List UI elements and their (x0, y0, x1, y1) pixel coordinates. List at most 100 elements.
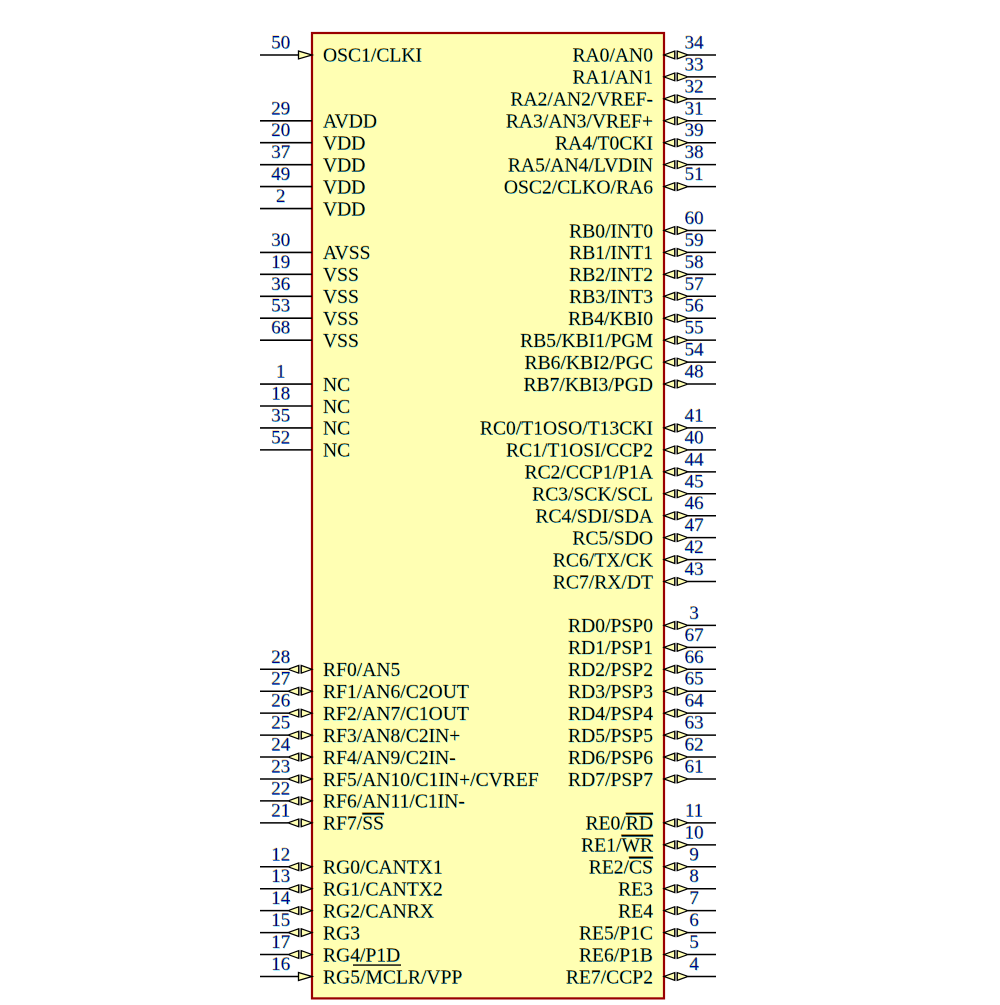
svg-text:29: 29 (271, 98, 290, 119)
svg-text:40: 40 (685, 427, 704, 448)
svg-text:14: 14 (271, 888, 291, 909)
svg-text:OSC2/CLKO/RA6: OSC2/CLKO/RA6 (504, 177, 653, 198)
svg-text:VDD: VDD (323, 199, 365, 220)
svg-text:RA2/AN2/VREF-: RA2/AN2/VREF- (510, 90, 653, 111)
svg-text:66: 66 (685, 647, 704, 668)
svg-text:NC: NC (323, 397, 350, 418)
svg-text:AVSS: AVSS (323, 243, 371, 264)
svg-text:RA1/AN1: RA1/AN1 (572, 68, 653, 89)
svg-text:RG4/P1D: RG4/P1D (323, 945, 400, 966)
svg-text:RC1/T1OSI/CCP2: RC1/T1OSI/CCP2 (506, 441, 653, 462)
svg-text:NC: NC (323, 419, 350, 440)
svg-text:51: 51 (685, 164, 704, 185)
svg-text:65: 65 (685, 669, 704, 690)
svg-text:37: 37 (271, 142, 290, 163)
svg-text:53: 53 (271, 296, 290, 317)
svg-text:RG2/CANRX: RG2/CANRX (323, 901, 434, 922)
svg-text:RA5/AN4/LVDIN: RA5/AN4/LVDIN (508, 155, 653, 176)
svg-text:61: 61 (685, 756, 704, 777)
svg-text:22: 22 (271, 778, 290, 799)
svg-text:67: 67 (685, 625, 704, 646)
svg-text:RC2/CCP1/P1A: RC2/CCP1/P1A (525, 463, 654, 484)
svg-text:RE3: RE3 (618, 879, 653, 900)
svg-text:52: 52 (271, 427, 290, 448)
svg-text:RB2/INT2: RB2/INT2 (569, 265, 653, 286)
svg-text:RC3/SCK/SCL: RC3/SCK/SCL (532, 485, 653, 506)
svg-text:OSC1/CLKI: OSC1/CLKI (323, 46, 422, 67)
svg-text:6: 6 (689, 910, 699, 931)
svg-text:AVDD: AVDD (323, 112, 377, 133)
svg-text:63: 63 (685, 713, 704, 734)
svg-text:31: 31 (685, 98, 704, 119)
svg-text:39: 39 (685, 120, 704, 141)
svg-text:VSS: VSS (323, 331, 359, 352)
svg-text:57: 57 (685, 274, 704, 295)
svg-text:26: 26 (271, 691, 290, 712)
svg-text:13: 13 (271, 866, 290, 887)
svg-text:24: 24 (271, 735, 291, 756)
svg-text:41: 41 (685, 405, 704, 426)
svg-text:VSS: VSS (323, 309, 359, 330)
svg-text:28: 28 (271, 647, 290, 668)
svg-text:50: 50 (271, 32, 290, 53)
svg-text:16: 16 (271, 954, 290, 975)
svg-text:68: 68 (271, 318, 290, 339)
svg-text:RF7/SS: RF7/SS (323, 814, 384, 835)
svg-text:19: 19 (271, 252, 290, 273)
svg-text:RC7/RX/DT: RC7/RX/DT (553, 572, 653, 593)
svg-text:NC: NC (323, 375, 350, 396)
svg-text:17: 17 (271, 932, 290, 953)
svg-text:RD5/PSP5: RD5/PSP5 (568, 726, 653, 747)
svg-text:18: 18 (271, 383, 290, 404)
svg-text:49: 49 (271, 164, 290, 185)
svg-text:59: 59 (685, 230, 704, 251)
svg-text:60: 60 (685, 208, 704, 229)
svg-text:RE7/CCP2: RE7/CCP2 (566, 967, 653, 988)
svg-text:RG0/CANTX1: RG0/CANTX1 (323, 858, 443, 879)
svg-text:VDD: VDD (323, 134, 365, 155)
svg-text:10: 10 (685, 822, 704, 843)
svg-text:RD4/PSP4: RD4/PSP4 (568, 704, 653, 725)
svg-text:RF1/AN6/C2OUT: RF1/AN6/C2OUT (323, 682, 469, 703)
svg-text:35: 35 (271, 405, 290, 426)
svg-text:RD6/PSP6: RD6/PSP6 (568, 748, 653, 769)
svg-text:RB3/INT3: RB3/INT3 (569, 287, 653, 308)
svg-text:RG1/CANTX2: RG1/CANTX2 (323, 879, 443, 900)
svg-text:RF5/AN10/C1IN+/CVREF: RF5/AN10/C1IN+/CVREF (323, 770, 539, 791)
svg-text:RB1/INT1: RB1/INT1 (569, 243, 653, 264)
svg-text:RD3/PSP3: RD3/PSP3 (568, 682, 653, 703)
svg-text:36: 36 (271, 274, 290, 295)
svg-text:5: 5 (689, 932, 699, 953)
svg-text:NC: NC (323, 441, 350, 462)
svg-text:RE4: RE4 (618, 901, 653, 922)
svg-text:RE5/P1C: RE5/P1C (579, 923, 653, 944)
svg-text:20: 20 (271, 120, 290, 141)
svg-text:45: 45 (685, 471, 704, 492)
svg-text:47: 47 (685, 515, 704, 536)
svg-text:RB0/INT0: RB0/INT0 (569, 221, 653, 242)
svg-text:56: 56 (685, 296, 704, 317)
svg-text:RG5/MCLR/VPP: RG5/MCLR/VPP (323, 967, 462, 988)
svg-text:7: 7 (689, 888, 699, 909)
svg-text:RC6/TX/CK: RC6/TX/CK (553, 550, 653, 571)
svg-text:44: 44 (685, 449, 705, 470)
svg-text:RD7/PSP7: RD7/PSP7 (568, 770, 653, 791)
svg-text:30: 30 (271, 230, 290, 251)
svg-text:RF6/AN11/C1IN-: RF6/AN11/C1IN- (323, 792, 465, 813)
svg-text:2: 2 (276, 186, 286, 207)
svg-text:RG3: RG3 (323, 923, 360, 944)
svg-text:55: 55 (685, 318, 704, 339)
svg-text:42: 42 (685, 537, 704, 558)
svg-text:VSS: VSS (323, 265, 359, 286)
svg-text:48: 48 (685, 362, 704, 383)
svg-text:RB5/KBI1/PGM: RB5/KBI1/PGM (520, 331, 653, 352)
svg-text:RE0/RD: RE0/RD (585, 814, 653, 835)
svg-text:RE2/CS: RE2/CS (589, 858, 653, 879)
svg-text:1: 1 (276, 362, 286, 383)
svg-text:RE6/P1B: RE6/P1B (579, 945, 653, 966)
svg-text:RC4/SDI/SDA: RC4/SDI/SDA (535, 507, 653, 528)
svg-text:RD1/PSP1: RD1/PSP1 (568, 638, 653, 659)
svg-text:43: 43 (685, 559, 704, 580)
svg-text:27: 27 (271, 669, 290, 690)
svg-text:RB6/KBI2/PGC: RB6/KBI2/PGC (525, 353, 653, 374)
